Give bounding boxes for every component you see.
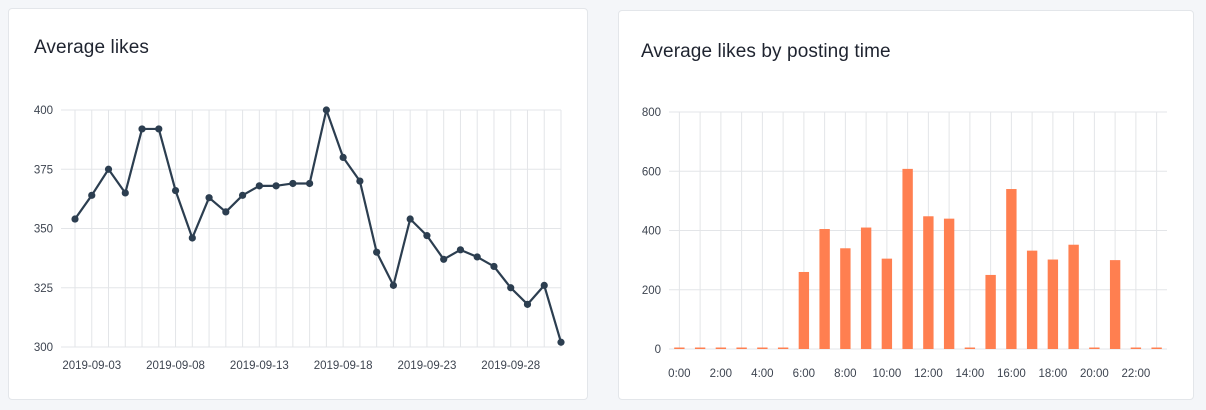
data-point <box>255 182 263 190</box>
data-point <box>339 153 347 161</box>
data-point <box>373 248 381 256</box>
bar <box>1151 347 1162 349</box>
x-tick-label: 2019-09-28 <box>481 360 540 372</box>
x-tick-label: 2019-09-08 <box>146 360 205 372</box>
bar <box>736 347 747 349</box>
average-likes-by-time-bar-chart: 0 200 400 600 800 0:00 2:00 4:00 6:00 8:00 10:00 12… <box>642 107 1167 380</box>
y-tick-label: 400 <box>34 105 53 117</box>
bar <box>1109 260 1121 349</box>
x-tick-label: 0:00 <box>668 368 690 380</box>
bar <box>860 227 872 349</box>
y-tick-label: 375 <box>34 164 53 176</box>
x-tick-label: 8:00 <box>834 368 856 380</box>
data-point <box>356 177 364 185</box>
bar <box>1130 347 1142 349</box>
x-tick-label: 6:00 <box>793 368 815 380</box>
data-point <box>306 179 314 188</box>
data-point <box>222 208 230 216</box>
x-tick-label: 10:00 <box>872 368 901 380</box>
x-tick-label: 14:00 <box>955 368 984 380</box>
data-point <box>423 232 431 240</box>
y-tick-label: 350 <box>34 224 53 236</box>
bar <box>902 168 913 349</box>
x-tick-label: 16:00 <box>997 368 1026 380</box>
y-tick-label: 400 <box>642 226 661 238</box>
data-point <box>473 253 481 261</box>
bar <box>943 218 955 349</box>
data-point <box>406 215 414 223</box>
data-point <box>138 125 146 133</box>
data-point <box>540 281 548 289</box>
bar <box>798 271 810 349</box>
data-point <box>490 262 498 271</box>
data-point <box>205 194 213 202</box>
x-tick-label: 22:00 <box>1121 368 1150 380</box>
bar <box>881 258 893 349</box>
series-line <box>74 108 563 343</box>
y-tick-label: 300 <box>34 342 53 354</box>
x-tick-label: 2019-09-18 <box>314 360 373 372</box>
bar <box>715 347 727 349</box>
x-tick-label: 20:00 <box>1080 368 1109 380</box>
x-tick-label: 12:00 <box>914 368 943 380</box>
data-point <box>188 234 196 242</box>
average-likes-line-chart: 300 325 350 375 400 2019-09-03 2019-09-08 2019-… <box>34 105 565 372</box>
data-point <box>440 255 448 263</box>
x-tick-label: 2019-09-23 <box>398 360 457 372</box>
bar <box>923 216 934 349</box>
data-point <box>104 165 113 173</box>
x-tick-label: 2:00 <box>710 368 732 380</box>
bar <box>964 347 976 349</box>
data-point <box>155 125 163 133</box>
bar <box>1026 250 1038 349</box>
data-point <box>71 215 79 223</box>
data-point <box>88 191 96 199</box>
y-tick-label: 0 <box>655 344 661 356</box>
average-likes-by-time-card: Average likes by posting time 0 200 400 600… <box>618 10 1194 400</box>
bar <box>757 347 768 349</box>
data-point <box>171 186 180 195</box>
data-point <box>322 106 330 114</box>
bar <box>985 274 996 349</box>
data-point <box>238 191 247 199</box>
x-tick-label: 2019-09-03 <box>62 360 121 372</box>
y-tick-label: 200 <box>642 285 661 297</box>
y-tick-label: 325 <box>34 283 53 295</box>
bar <box>674 347 685 349</box>
average-likes-by-time-title: Average likes by posting time <box>641 41 891 62</box>
bar <box>840 248 851 349</box>
average-likes-card: Average likes 300 325 350 375 400 2019-09-03 2… <box>8 8 588 400</box>
data-point <box>121 189 129 197</box>
bar <box>819 229 830 349</box>
bar <box>777 347 789 349</box>
data-point <box>456 246 465 254</box>
y-tick-label: 600 <box>642 166 661 178</box>
bar <box>1006 189 1017 349</box>
data-point <box>289 179 297 188</box>
bar <box>1047 259 1059 349</box>
data-point <box>507 284 515 292</box>
data-point <box>523 300 532 308</box>
x-tick-label: 18:00 <box>1038 368 1067 380</box>
data-point <box>272 182 280 190</box>
bar <box>694 347 706 349</box>
x-tick-label: 2019-09-13 <box>230 360 289 372</box>
x-tick-label: 4:00 <box>751 368 773 380</box>
data-point <box>389 281 398 289</box>
average-likes-title: Average likes <box>34 37 150 58</box>
bar <box>1068 244 1079 349</box>
data-point <box>557 338 565 346</box>
y-tick-label: 800 <box>642 107 661 119</box>
bar <box>1089 347 1100 349</box>
